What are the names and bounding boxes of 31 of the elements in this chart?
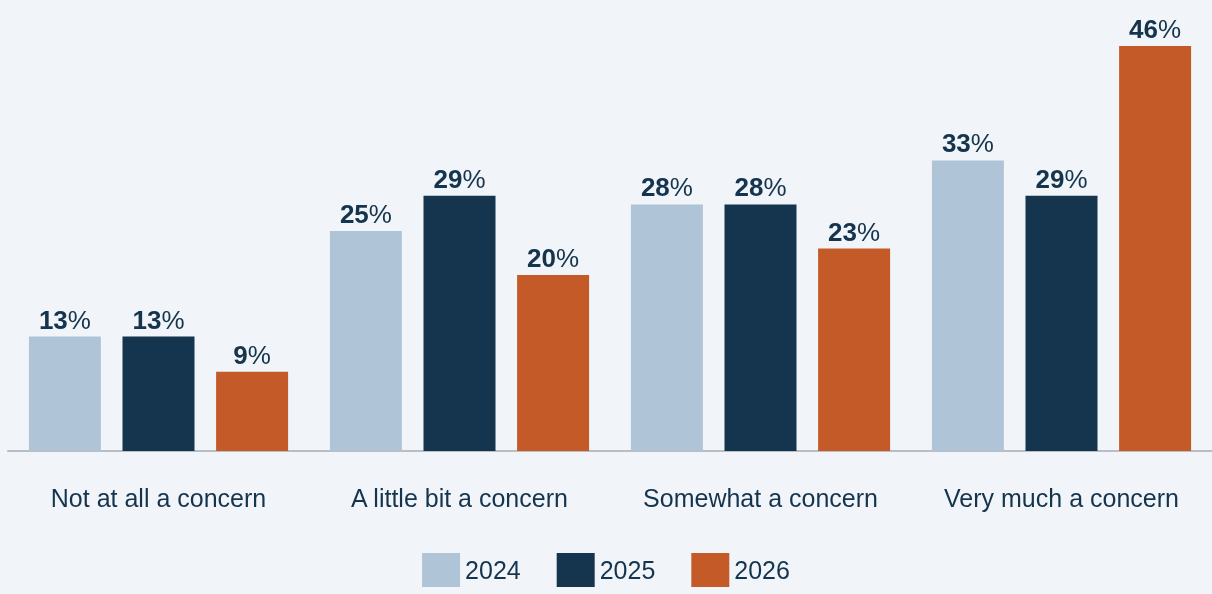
data-label: 33% <box>941 128 994 159</box>
data-label: 25% <box>339 198 392 229</box>
bar <box>818 248 891 451</box>
data-label: 23% <box>828 216 881 247</box>
legend-label: 2025 <box>599 556 656 584</box>
x-tick-label: Not at all a concern <box>50 483 267 512</box>
data-label: 28% <box>640 172 693 203</box>
bar <box>517 274 590 451</box>
legend-label: 2026 <box>734 556 790 584</box>
data-label: 13% <box>38 304 91 335</box>
data-label: 29% <box>1035 163 1088 194</box>
data-label: 9% <box>233 339 271 370</box>
bar <box>28 336 101 451</box>
bar <box>329 230 402 451</box>
bar <box>423 195 496 451</box>
legend-label: 2024 <box>465 556 521 584</box>
x-tick-label: A little bit a concern <box>351 483 568 512</box>
bar <box>1025 195 1098 451</box>
bar <box>931 160 1004 451</box>
bar <box>630 204 703 451</box>
data-label: 20% <box>527 242 580 273</box>
x-tick-label: Very much a concern <box>944 483 1179 512</box>
bar <box>216 371 289 451</box>
data-label: 29% <box>433 163 486 194</box>
data-label: 28% <box>734 172 787 203</box>
data-label: 46% <box>1129 14 1182 44</box>
bar <box>1119 46 1192 451</box>
data-label: 13% <box>132 304 185 335</box>
bar <box>724 204 797 451</box>
x-tick-label: Somewhat a concern <box>643 483 878 512</box>
bar <box>122 336 195 451</box>
